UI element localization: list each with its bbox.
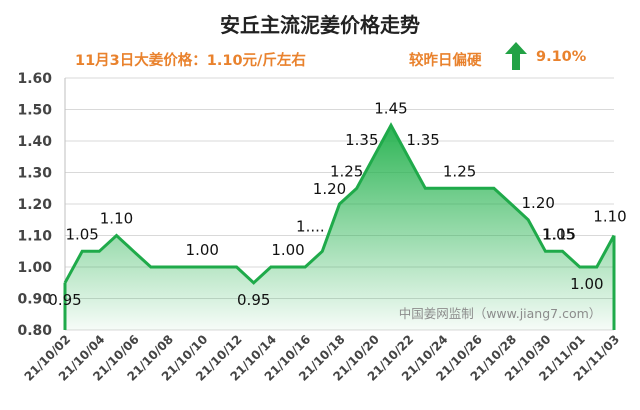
watermark: 中国姜网监制（www.jiang7.com） — [399, 306, 602, 321]
data-label: 1.05 — [65, 225, 98, 243]
data-label: 0.95 — [48, 291, 81, 309]
y-tick-label: 1.60 — [17, 71, 52, 87]
data-label: 1.20 — [313, 180, 346, 198]
y-tick-label: 0.80 — [17, 323, 52, 339]
trend-label: 较昨日偏硬 — [409, 53, 482, 69]
data-label: 1.05 — [542, 225, 575, 243]
data-label: 1.00 — [271, 241, 304, 259]
up-arrow-icon — [505, 42, 527, 70]
data-label: 1.... — [296, 217, 325, 235]
chart-title: 安丘主流泥姜价格走势 — [220, 13, 420, 37]
data-label: 1.25 — [330, 162, 363, 180]
data-label: 1.10 — [100, 210, 133, 228]
change-percent: 9.10% — [536, 49, 587, 65]
data-label: 1.35 — [406, 131, 439, 149]
price-line — [63, 122, 616, 285]
data-label: 1.35 — [345, 131, 378, 149]
data-label: 0.95 — [237, 291, 270, 309]
y-tick-label: 1.00 — [17, 260, 52, 276]
y-tick-label: 1.10 — [17, 229, 52, 245]
y-tick-label: 1.50 — [17, 103, 52, 119]
data-label: 1.00 — [186, 241, 219, 259]
price-subtitle: 11月3日大姜价格：1.10元/斤左右 — [75, 53, 306, 69]
data-label: 1.15 — [543, 225, 576, 243]
data-label: 1.10 — [593, 208, 626, 226]
y-tick-label: 1.20 — [17, 197, 52, 213]
data-label: 1.45 — [374, 99, 407, 117]
y-tick-label: 1.30 — [17, 166, 52, 182]
data-label: 1.25 — [443, 162, 476, 180]
data-label: 1.20 — [522, 194, 555, 212]
y-tick-label: 0.90 — [17, 292, 52, 308]
y-tick-label: 1.40 — [17, 134, 52, 150]
data-label: 1.00 — [570, 275, 603, 293]
price-area — [65, 125, 614, 330]
